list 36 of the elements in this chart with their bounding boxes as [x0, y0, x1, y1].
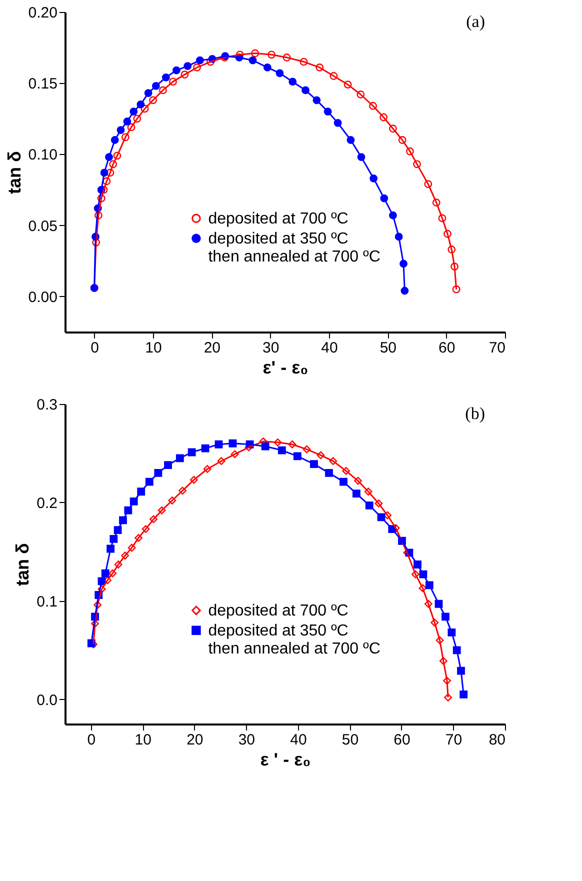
y-tick-label: 0.20	[28, 4, 58, 22]
x-tick-label: 30	[262, 340, 280, 356]
x-tick-label: 50	[342, 732, 359, 748]
y-axis-title: tan δ	[4, 150, 24, 194]
legend-label: deposited at 700 ºC	[208, 210, 348, 228]
y-tick-label: 0.00	[28, 288, 58, 306]
y-tick-label: 0.2	[36, 494, 58, 512]
x-tick-label: 0	[90, 340, 100, 356]
x-tick-label: 0	[87, 732, 96, 748]
x-tick-label: 40	[321, 340, 338, 356]
y-tick-label: 0.10	[28, 146, 58, 164]
x-tick-label: 10	[145, 340, 162, 356]
legend-label: deposited at 350 ºC then annealed at 700 ºC	[208, 622, 380, 658]
y-axis-title: tan δ	[12, 542, 33, 586]
annotation: (a)	[466, 12, 485, 31]
legend-label: deposited at 700 ºC	[208, 602, 348, 620]
x-tick-label: 60	[394, 732, 410, 748]
y-tick-label: 0.05	[28, 218, 58, 235]
x-tick-label: 40	[290, 732, 307, 748]
x-axis-title: ε ' - ε₀	[260, 750, 311, 770]
y-tick-label: 0.3	[36, 396, 58, 414]
y-tick-label: 0.15	[28, 76, 58, 93]
x-tick-label: 10	[134, 732, 152, 748]
y-tick-label: 0.0	[36, 692, 58, 709]
x-tick-label: 70	[488, 340, 506, 356]
x-tick-label: 50	[380, 340, 397, 356]
legend-label: deposited at 350 ºC then annealed at 700 ºC	[208, 230, 380, 266]
annotation: (b)	[465, 404, 485, 423]
x-tick-label: 20	[186, 732, 204, 748]
x-tick-label: 20	[204, 340, 221, 356]
y-tick-label: 0.1	[36, 593, 58, 610]
x-tick-label: 30	[238, 732, 256, 748]
x-axis-title: ε' - ε₀	[262, 358, 308, 378]
x-tick-label: 60	[438, 340, 456, 356]
x-tick-label: 80	[488, 732, 506, 748]
x-tick-label: 70	[445, 732, 462, 748]
